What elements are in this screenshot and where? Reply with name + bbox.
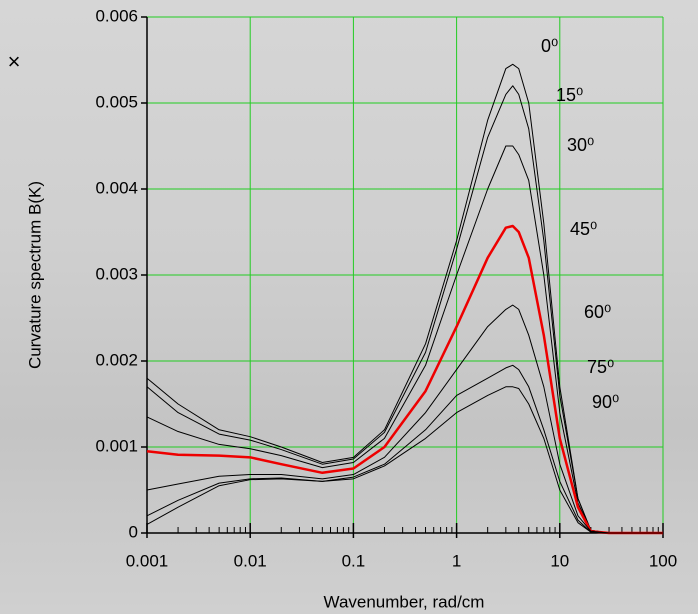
y-tick-label: 0.001 <box>95 436 138 455</box>
series-label: 0⁰ <box>541 36 558 56</box>
y-tick-label: 0 <box>129 522 138 541</box>
series-label: 45⁰ <box>570 219 597 239</box>
series-label: 75⁰ <box>587 357 614 377</box>
x-tick-label: 1 <box>452 551 461 570</box>
y-tick-label: 0.004 <box>95 178 138 197</box>
x-tick-label: 10 <box>550 551 569 570</box>
series-line <box>146 304 663 534</box>
close-button[interactable]: × <box>8 49 21 74</box>
y-axis-label: Curvature spectrum B(K) <box>25 181 44 369</box>
y-tick-label: 0.005 <box>95 92 138 111</box>
x-tick-label: 0.001 <box>126 551 169 570</box>
series-label: 60⁰ <box>584 302 611 322</box>
series-line <box>146 386 663 534</box>
y-tick-label: 0.002 <box>95 350 138 369</box>
series-line <box>146 85 663 534</box>
series-line <box>146 224 663 535</box>
x-tick-label: 0.01 <box>234 551 267 570</box>
series-label: 30⁰ <box>567 135 594 155</box>
series-label: 90⁰ <box>592 392 619 412</box>
y-tick-label: 0.003 <box>95 264 138 283</box>
series-line <box>146 145 663 534</box>
y-tick-label: 0.006 <box>95 6 138 25</box>
x-axis-label: Wavenumber, rad/cm <box>324 592 485 611</box>
series-label: 15⁰ <box>556 85 583 105</box>
x-tick-label: 0.1 <box>342 551 366 570</box>
x-tick-label: 100 <box>649 551 677 570</box>
series-line <box>146 364 663 534</box>
